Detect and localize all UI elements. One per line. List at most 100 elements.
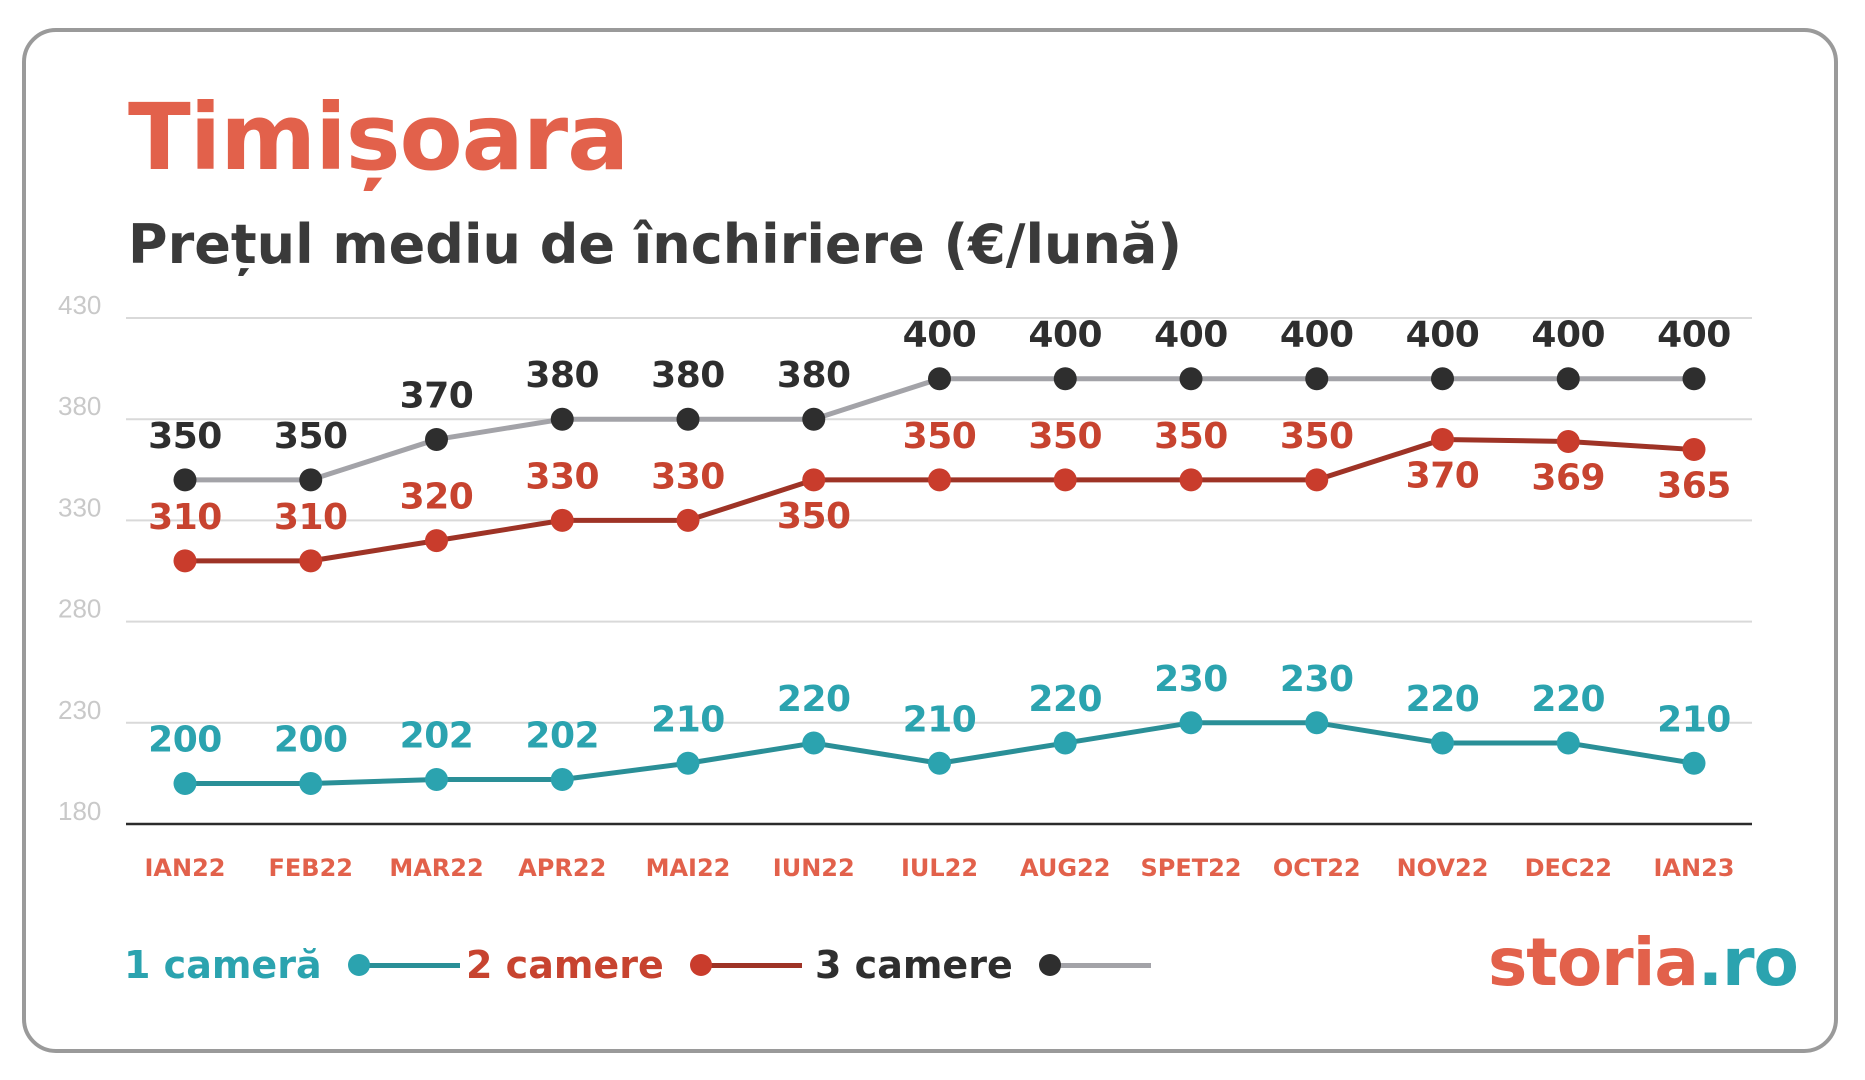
data-point: [299, 549, 323, 573]
y-tick-label: 380: [58, 391, 101, 421]
legend-label: 2 camere: [466, 943, 664, 987]
logo-text-storia: storia: [1488, 924, 1699, 1001]
data-point: [1179, 468, 1203, 492]
data-point: [550, 767, 574, 791]
data-label: 210: [903, 699, 977, 740]
data-label: 210: [651, 699, 725, 740]
data-point: [1682, 367, 1706, 391]
chart-title: Timișoara: [128, 84, 629, 191]
data-point: [550, 407, 574, 431]
x-tick-label: IUL22: [901, 854, 978, 882]
data-label: 310: [274, 497, 348, 538]
data-label: 380: [651, 355, 725, 396]
x-tick-label: FEB22: [269, 854, 353, 882]
data-label: 220: [1531, 679, 1605, 720]
data-label: 350: [148, 416, 222, 457]
x-tick-label: MAR22: [389, 854, 483, 882]
data-label: 310: [148, 497, 222, 538]
data-point: [1556, 429, 1580, 453]
data-point: [173, 468, 197, 492]
legend-label: 3 camere: [815, 943, 1013, 987]
x-tick-label: APR22: [518, 854, 606, 882]
data-label: 400: [903, 315, 977, 356]
data-label: 400: [1531, 315, 1605, 356]
y-tick-label: 280: [58, 594, 101, 624]
data-point: [802, 468, 826, 492]
data-point: [1305, 468, 1329, 492]
data-label: 400: [1028, 315, 1102, 356]
data-point: [1556, 731, 1580, 755]
legend-item-3-camere: 3 camere: [815, 938, 1151, 992]
data-point: [802, 731, 826, 755]
data-point: [1053, 468, 1077, 492]
data-label: 400: [1154, 315, 1228, 356]
data-label: 220: [1028, 679, 1102, 720]
data-label: 350: [274, 416, 348, 457]
data-point: [676, 407, 700, 431]
data-label: 380: [777, 355, 851, 396]
data-label: 200: [148, 720, 222, 761]
legend-item-2-camere: 2 camere: [466, 938, 802, 992]
data-point: [1053, 367, 1077, 391]
data-label: 210: [1657, 699, 1731, 740]
y-tick-label: 180: [58, 796, 101, 826]
data-point: [299, 468, 323, 492]
x-tick-label: IUN22: [773, 854, 855, 882]
data-point: [1305, 711, 1329, 735]
data-point: [802, 407, 826, 431]
data-point: [1179, 711, 1203, 735]
y-tick-label: 230: [58, 695, 101, 725]
data-label: 202: [525, 715, 599, 756]
data-label: 350: [903, 416, 977, 457]
x-tick-label: OCT22: [1273, 854, 1361, 882]
data-label: 400: [1406, 315, 1480, 356]
data-label: 365: [1657, 466, 1731, 507]
data-label: 230: [1280, 659, 1354, 700]
data-label: 350: [777, 496, 851, 537]
data-point: [1682, 751, 1706, 775]
data-label: 370: [1406, 455, 1480, 496]
data-point: [1556, 367, 1580, 391]
data-point: [425, 529, 448, 553]
data-point: [928, 367, 951, 391]
x-tick-label: NOV22: [1397, 854, 1489, 882]
chart-subtitle: Prețul mediu de închiriere (€/lună): [128, 213, 1183, 276]
legend-item-1-camera: 1 cameră: [124, 938, 460, 992]
data-point: [1431, 731, 1454, 755]
y-tick-label: 330: [58, 492, 101, 522]
data-point: [299, 772, 323, 796]
data-point: [1431, 367, 1454, 391]
data-label: 220: [1406, 679, 1480, 720]
data-point: [676, 508, 700, 532]
legend-swatch: [347, 950, 460, 980]
data-label: 370: [400, 375, 474, 416]
data-point: [1682, 438, 1706, 462]
x-tick-label: IAN22: [145, 854, 226, 882]
data-point: [676, 751, 700, 775]
data-label: 330: [651, 456, 725, 497]
data-label: 400: [1280, 315, 1354, 356]
data-label: 350: [1028, 416, 1102, 457]
data-point: [1305, 367, 1329, 391]
data-label: 320: [400, 477, 474, 518]
data-point: [1053, 731, 1077, 755]
legend-swatch: [689, 950, 802, 980]
data-point: [1431, 427, 1454, 451]
data-label: 200: [274, 720, 348, 761]
data-point: [173, 772, 197, 796]
data-point: [550, 508, 574, 532]
x-tick-label: SPET22: [1140, 854, 1241, 882]
data-label: 202: [400, 715, 474, 756]
data-label: 400: [1657, 315, 1731, 356]
y-tick-label: 430: [58, 290, 101, 320]
logo-text-ro: .ro: [1697, 924, 1799, 1001]
x-tick-label: IAN23: [1654, 854, 1735, 882]
x-tick-label: MAI22: [646, 854, 731, 882]
card-frame: [22, 28, 1838, 1053]
data-label: 369: [1531, 457, 1605, 498]
legend-swatch: [1038, 950, 1151, 980]
data-label: 330: [525, 456, 599, 497]
data-point: [928, 468, 951, 492]
data-point: [1179, 367, 1203, 391]
storia-logo: storia.ro: [1488, 930, 1799, 996]
